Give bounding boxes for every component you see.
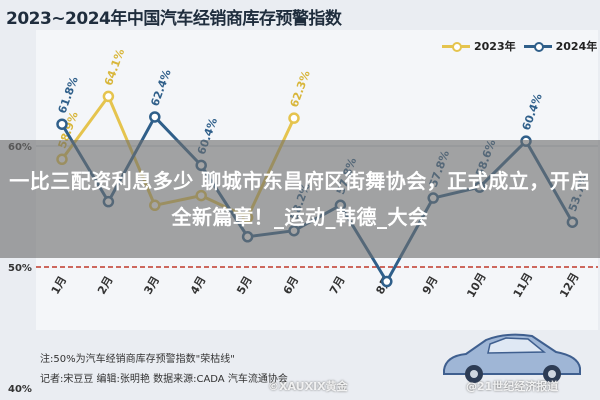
legend-swatch-2024 [523,41,552,52]
series-1-point-7 [381,275,393,288]
headline-overlay: 一比三配资利息多少 聊城市东昌府区街舞协会，正式成立，开启全新篇章！_运动_韩德… [0,140,600,258]
series-1-point-2 [149,111,161,123]
series-1-point-0 [56,118,68,130]
y-tick-label-2: 40% [8,384,32,395]
series-0-point-1 [102,90,115,103]
legend-item-2024: 2024年 [523,38,598,54]
legend-item-2023: 2023年 [442,38,516,54]
chart-credits: 记者:宋豆豆 编辑:张明艳 数据来源:CADA 汽车流通协会 [40,374,288,385]
chart-legend: 2023年 2024年 [442,38,597,54]
legend-swatch-2023 [442,41,470,52]
legend-label-2024: 2024年 [555,40,598,53]
y-tick-label-1: 50% [8,263,32,274]
chart-title: 2023~2024年中国汽车经销商库存预警指数 [6,9,342,29]
legend-label-2023: 2023年 [474,40,516,53]
car-illustration-icon [443,333,581,383]
watermark-right: @21世纪经济报道 [466,380,559,393]
chart-note: 注:50%为汽车经销商库存预警指数"荣枯线" [40,354,235,365]
watermark-left: ©XAUXIX黄金 [268,380,348,393]
series-0-point-5 [288,112,300,124]
headline-text: 一比三配资利息多少 聊城市东昌府区街舞协会，正式成立，开启全新篇章！_运动_韩德… [9,169,591,229]
